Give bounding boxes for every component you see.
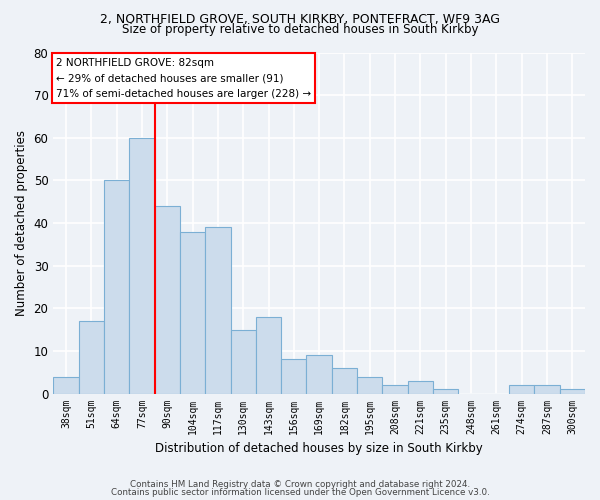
Bar <box>129 138 155 394</box>
Bar <box>230 330 256 394</box>
Bar <box>155 206 180 394</box>
Bar <box>281 360 307 394</box>
Bar <box>256 317 281 394</box>
Bar <box>332 368 357 394</box>
Bar <box>104 180 129 394</box>
Bar <box>205 228 230 394</box>
Text: Contains HM Land Registry data © Crown copyright and database right 2024.: Contains HM Land Registry data © Crown c… <box>130 480 470 489</box>
Bar <box>357 376 382 394</box>
Bar <box>509 385 535 394</box>
Y-axis label: Number of detached properties: Number of detached properties <box>15 130 28 316</box>
Bar <box>535 385 560 394</box>
Bar <box>433 390 458 394</box>
X-axis label: Distribution of detached houses by size in South Kirkby: Distribution of detached houses by size … <box>155 442 483 455</box>
Bar <box>53 376 79 394</box>
Text: 2, NORTHFIELD GROVE, SOUTH KIRKBY, PONTEFRACT, WF9 3AG: 2, NORTHFIELD GROVE, SOUTH KIRKBY, PONTE… <box>100 12 500 26</box>
Bar <box>180 232 205 394</box>
Bar <box>408 381 433 394</box>
Bar <box>382 385 408 394</box>
Text: 2 NORTHFIELD GROVE: 82sqm
← 29% of detached houses are smaller (91)
71% of semi-: 2 NORTHFIELD GROVE: 82sqm ← 29% of detac… <box>56 58 311 99</box>
Bar <box>560 390 585 394</box>
Bar <box>79 321 104 394</box>
Bar <box>307 355 332 394</box>
Text: Size of property relative to detached houses in South Kirkby: Size of property relative to detached ho… <box>122 22 478 36</box>
Text: Contains public sector information licensed under the Open Government Licence v3: Contains public sector information licen… <box>110 488 490 497</box>
